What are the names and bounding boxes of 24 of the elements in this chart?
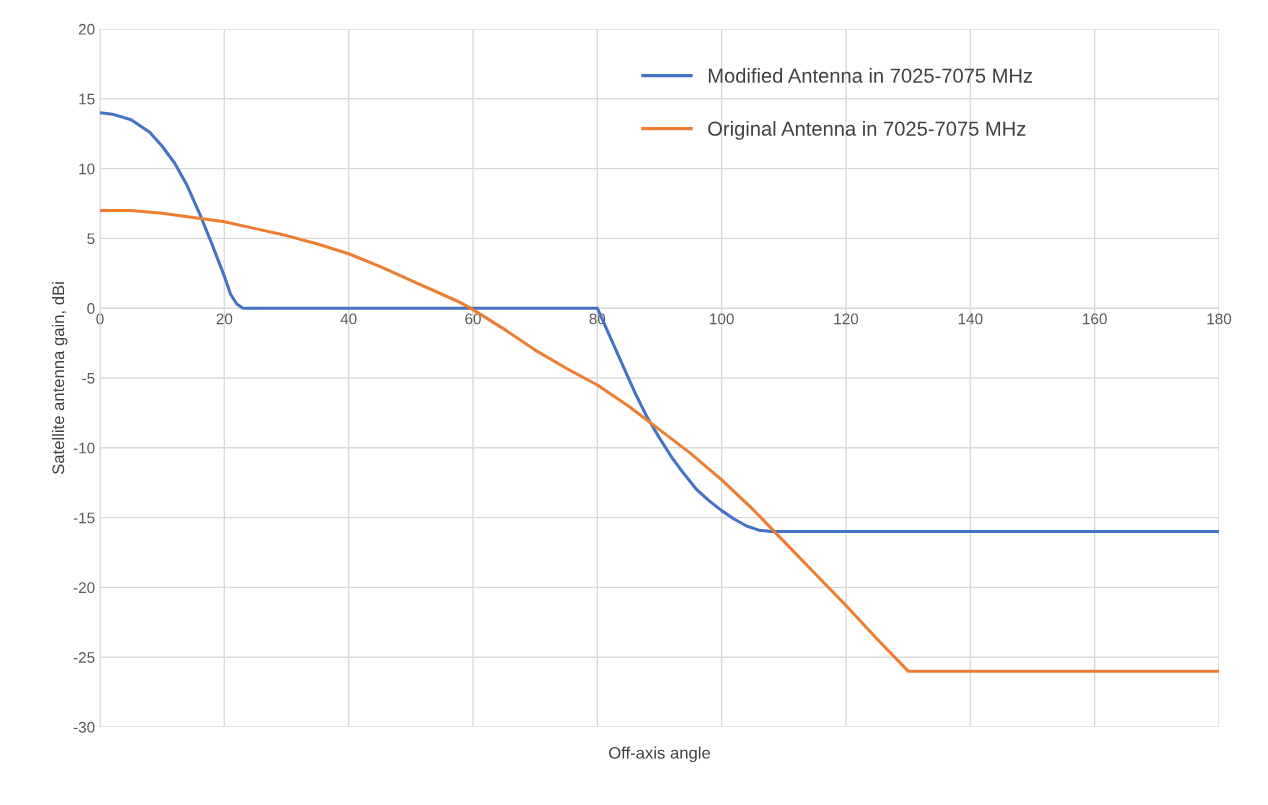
x-tick-label: 0: [96, 313, 104, 325]
x-tick-label: 180: [1207, 313, 1232, 325]
y-axis-title: Satellite antenna gain, dBi: [51, 282, 68, 475]
y-tick-label: 10: [79, 163, 95, 175]
legend-label: Original Antenna in 7025-7075 MHz: [708, 121, 1026, 140]
y-tick-label: -25: [73, 652, 95, 663]
x-axis-title: Off-axis angle: [609, 746, 711, 763]
legend-label: Modified Antenna in 7025-7075 MHz: [708, 68, 1033, 83]
x-tick-label: 40: [340, 313, 357, 325]
y-tick-label: 0: [87, 303, 95, 314]
y-tick-label: -5: [82, 373, 95, 384]
y-tick-label: -20: [73, 582, 95, 594]
y-tick-label: -30: [73, 721, 95, 733]
x-tick-label: 100: [710, 313, 734, 325]
x-tick-label: 20: [216, 313, 233, 325]
y-tick-label: -15: [73, 512, 95, 524]
x-tick-label: 60: [465, 313, 481, 325]
y-tick-label: -10: [73, 442, 95, 454]
x-tick-label: 160: [1083, 313, 1107, 325]
x-tick-label: 120: [834, 313, 859, 325]
y-tick-label: 20: [78, 23, 95, 35]
x-tick-label: 140: [958, 313, 983, 325]
y-tick-label: 15: [79, 93, 95, 105]
y-tick-label: 5: [87, 233, 95, 245]
